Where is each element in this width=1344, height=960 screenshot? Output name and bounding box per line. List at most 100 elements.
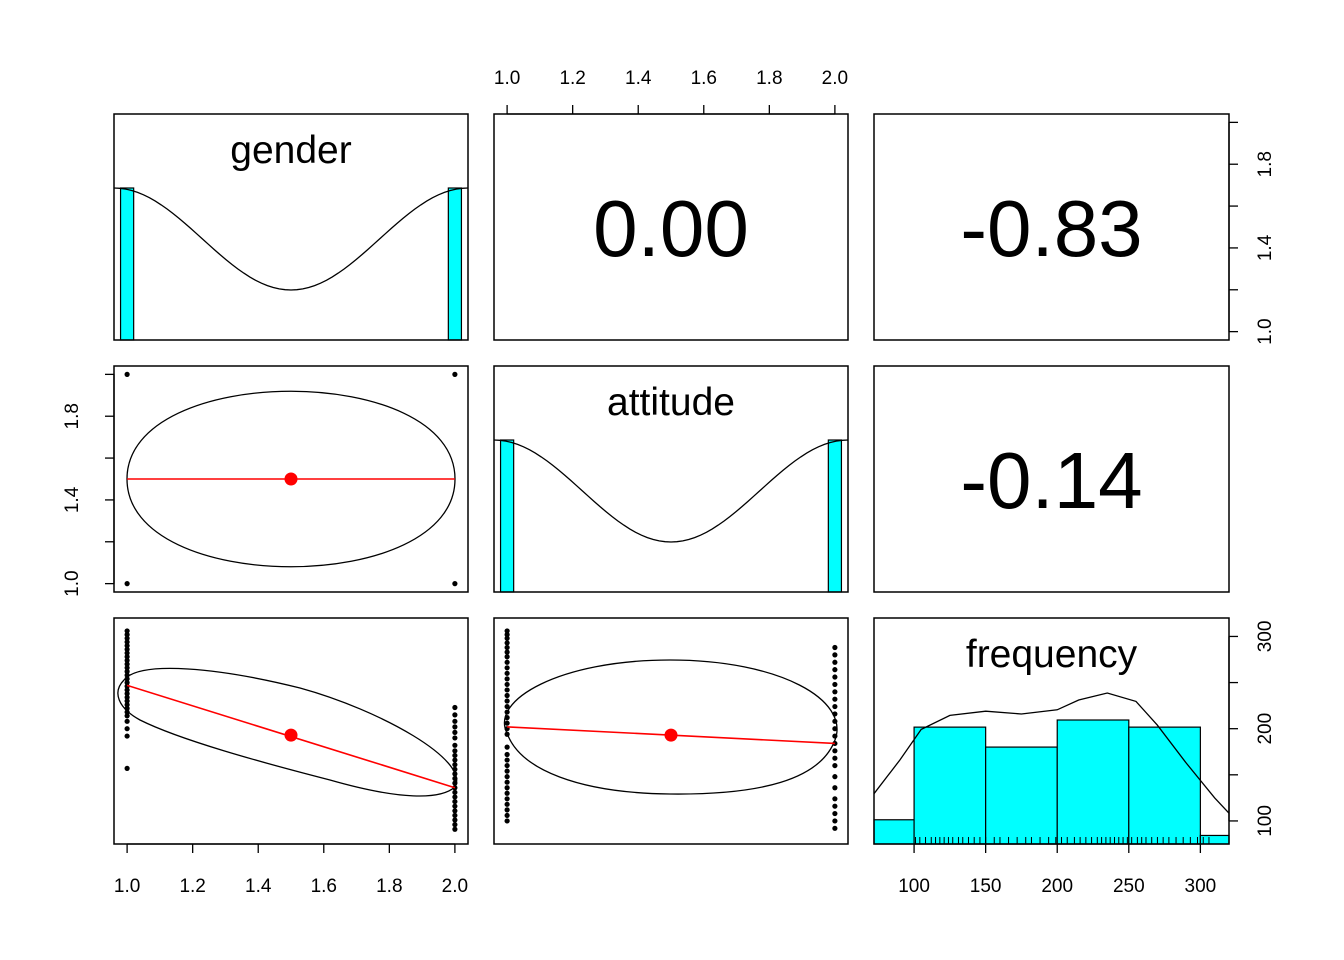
gender_frequency-point bbox=[452, 817, 458, 823]
top-tick-label: 1.4 bbox=[625, 68, 652, 89]
attitude_frequency-point bbox=[504, 632, 510, 638]
x-tick-label: 2.0 bbox=[442, 876, 468, 897]
y-tick-label: 1.4 bbox=[62, 486, 83, 513]
attitude_frequency-point bbox=[504, 751, 510, 758]
attitude_frequency-point bbox=[504, 779, 510, 785]
correlation-value-gender-frequency: -0.83 bbox=[960, 184, 1142, 273]
correlation-value-attitude-frequency: -0.14 bbox=[960, 436, 1142, 525]
frequency-x-tick-label: 300 bbox=[1185, 876, 1217, 897]
attitude_frequency-point bbox=[504, 644, 510, 651]
gender_attitude-point bbox=[124, 581, 130, 587]
attitude_frequency-point bbox=[504, 796, 510, 802]
attitude_frequency-point bbox=[504, 762, 510, 769]
gender_frequency-point bbox=[452, 735, 458, 741]
frequency-x-tick-label: 150 bbox=[970, 876, 1002, 897]
gender_attitude-correlation-ellipse bbox=[126, 390, 456, 568]
x-tick-label: 1.4 bbox=[245, 876, 272, 897]
attitude_frequency-point bbox=[832, 825, 838, 831]
gender_frequency-point bbox=[124, 713, 130, 719]
gender_frequency-point bbox=[452, 748, 458, 754]
gender_frequency-point bbox=[452, 789, 458, 795]
frequency-density-curve bbox=[873, 692, 1230, 814]
gender_frequency-mean-point bbox=[284, 728, 298, 742]
gender_frequency-point bbox=[452, 762, 458, 768]
gender_frequency-point bbox=[124, 628, 130, 634]
attitude-hist-bar bbox=[827, 439, 843, 593]
frequency-hist-bar bbox=[1128, 726, 1201, 845]
gender_frequency-point bbox=[452, 718, 458, 724]
attitude_frequency-point bbox=[832, 762, 838, 769]
attitude_frequency-point bbox=[832, 674, 838, 680]
attitude_frequency-point bbox=[504, 665, 510, 671]
gender_frequency-point bbox=[452, 729, 458, 735]
attitude_frequency-point bbox=[832, 681, 838, 688]
gender_frequency-point bbox=[124, 654, 130, 660]
attitude_frequency-point bbox=[832, 774, 838, 780]
gender_attitude-point bbox=[452, 581, 458, 587]
attitude_frequency-point bbox=[832, 803, 838, 809]
gender_attitude-point bbox=[124, 371, 130, 377]
y-tick-label: 1.0 bbox=[62, 570, 83, 596]
x-tick-label: 1.2 bbox=[179, 876, 205, 897]
gender_frequency-point bbox=[124, 661, 130, 667]
gender_frequency-point bbox=[452, 798, 458, 805]
diagonal-label-frequency: frequency bbox=[966, 633, 1138, 676]
attitude_frequency-point bbox=[832, 652, 838, 658]
gender_frequency-point bbox=[124, 698, 130, 704]
gender-hist-bar bbox=[119, 187, 135, 341]
attitude_frequency-point bbox=[832, 755, 838, 761]
diagonal-label-attitude: attitude bbox=[607, 381, 735, 424]
gender_frequency-point bbox=[124, 733, 130, 739]
attitude_frequency-point bbox=[504, 807, 510, 813]
attitude_frequency-point bbox=[504, 635, 510, 641]
gender_frequency-point bbox=[124, 709, 130, 715]
gender_frequency-point bbox=[452, 724, 458, 730]
attitude_frequency-point bbox=[504, 640, 510, 646]
attitude_frequency-mean-point bbox=[664, 728, 678, 742]
top-tick-label: 1.6 bbox=[691, 68, 717, 89]
gender_frequency-point bbox=[124, 765, 130, 771]
right-tick-label: 1.0 bbox=[1255, 318, 1276, 344]
x-tick-label: 1.8 bbox=[376, 876, 402, 897]
attitude_frequency-point bbox=[504, 692, 510, 699]
gender-hist-bar bbox=[447, 187, 463, 341]
attitude_frequency-point bbox=[504, 698, 510, 704]
attitude_frequency-point bbox=[504, 790, 510, 796]
frequency-hist-bar bbox=[1199, 834, 1230, 845]
right-tick-label: 1.8 bbox=[1255, 151, 1276, 177]
gender_frequency-point bbox=[124, 643, 130, 649]
attitude_frequency-point bbox=[832, 748, 838, 754]
gender_frequency-point bbox=[124, 726, 130, 732]
top-tick-label: 1.0 bbox=[494, 68, 520, 89]
gender_frequency-point bbox=[124, 702, 130, 708]
gender_frequency-point bbox=[452, 826, 458, 832]
gender_frequency-point bbox=[124, 687, 130, 693]
gender_frequency-point bbox=[452, 812, 458, 819]
frequency-x-tick-label: 250 bbox=[1113, 876, 1145, 897]
gender_frequency-point bbox=[124, 668, 130, 675]
attitude_frequency-point bbox=[504, 681, 510, 688]
x-tick-label: 1.6 bbox=[311, 876, 337, 897]
gender_frequency-point bbox=[124, 665, 130, 671]
gender_frequency-point bbox=[452, 822, 458, 828]
attitude_frequency-point bbox=[832, 796, 838, 802]
frequency-hist-bar bbox=[985, 746, 1058, 845]
attitude_frequency-point bbox=[504, 659, 510, 665]
gender_frequency-point bbox=[452, 794, 458, 800]
attitude_frequency-point bbox=[832, 667, 838, 673]
gender_frequency-point bbox=[124, 632, 130, 638]
panel-frame bbox=[493, 365, 849, 593]
gender_frequency-point bbox=[124, 718, 130, 724]
attitude_frequency-point bbox=[832, 696, 838, 702]
attitude_frequency-point bbox=[504, 628, 510, 634]
gender_frequency-point bbox=[452, 752, 458, 759]
attitude_frequency-point bbox=[832, 659, 838, 665]
gender_frequency-point bbox=[124, 657, 130, 664]
frequency-y-tick-label: 100 bbox=[1255, 805, 1276, 837]
top-tick-label: 2.0 bbox=[822, 68, 848, 89]
attitude_frequency-point bbox=[504, 649, 510, 655]
attitude_frequency-point bbox=[832, 644, 838, 651]
gender_attitude-point bbox=[452, 371, 458, 377]
gender_frequency-point bbox=[124, 650, 130, 656]
attitude_frequency-point bbox=[504, 676, 510, 682]
